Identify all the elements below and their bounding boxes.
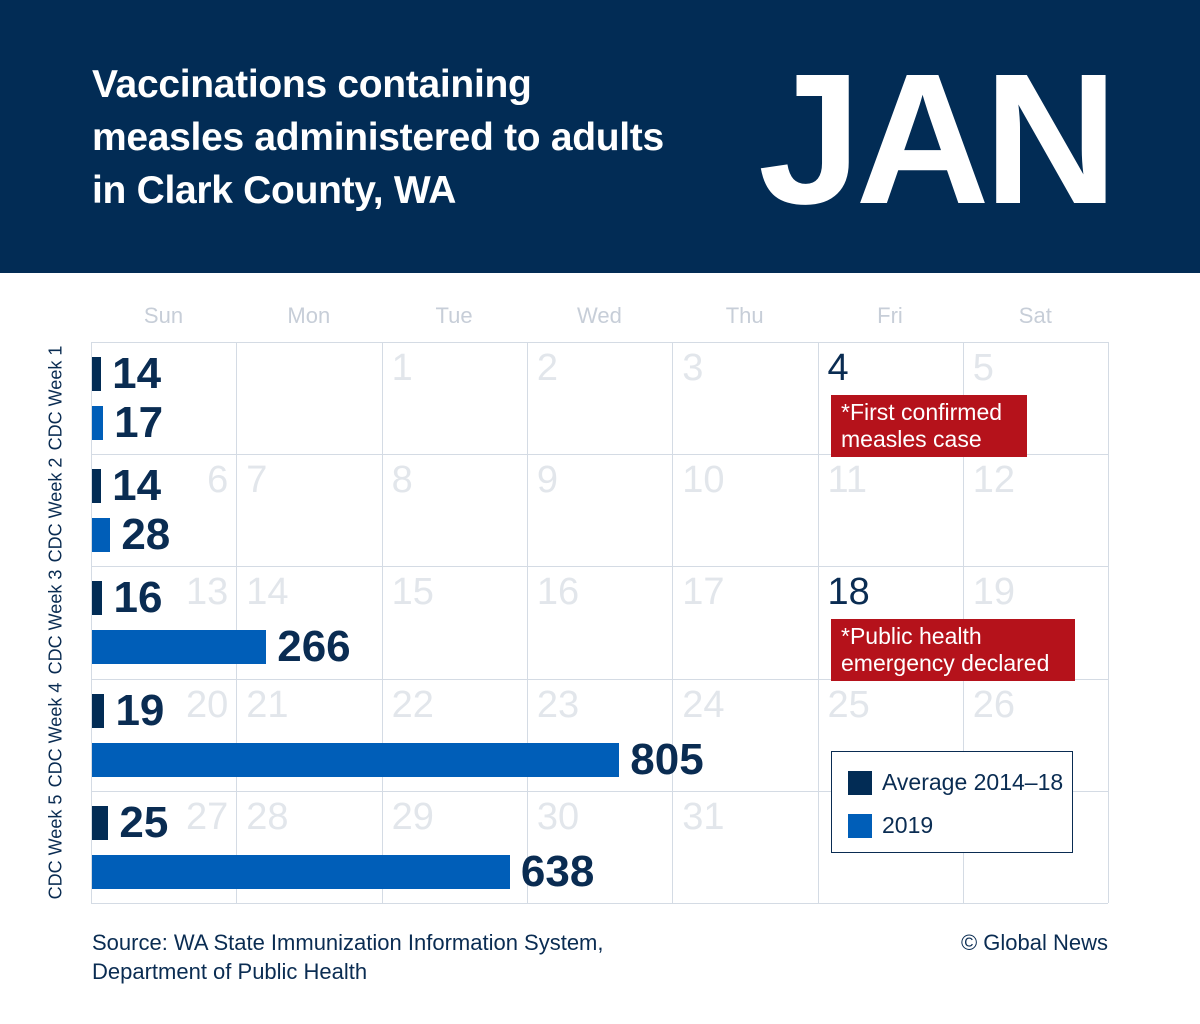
day-number: 13 — [186, 571, 229, 614]
week-label-text: CDC Week 1 — [45, 345, 66, 451]
annotation-emergency: *Public health emergency declared — [831, 619, 1075, 681]
bar-2019 — [92, 854, 510, 889]
weekday-header: Fri — [877, 303, 903, 328]
value-label-average: 19 — [115, 685, 165, 735]
value-label-average: 25 — [119, 797, 169, 847]
day-number: 9 — [536, 459, 559, 502]
week-label: CDC Week 5 — [20, 791, 90, 903]
grid-line — [91, 454, 1109, 456]
bar-2019 — [92, 742, 620, 777]
day-number: 5 — [972, 347, 994, 389]
bar-2019 — [92, 406, 104, 440]
grid-line — [381, 342, 383, 903]
grid-line — [91, 790, 1109, 792]
weekday-header: Sun — [143, 303, 184, 328]
day-number: 28 — [246, 795, 289, 838]
day-number: 24 — [682, 683, 725, 726]
legend-swatch — [848, 813, 872, 838]
day-number: 23 — [536, 683, 580, 726]
grid-line — [91, 566, 1109, 568]
legend-item-2019: 2019 — [848, 812, 933, 839]
grid-line — [91, 342, 1109, 343]
day-number: 26 — [972, 683, 1016, 726]
grid-line — [236, 342, 238, 903]
bar-2019 — [92, 630, 267, 665]
week-label: CDC Week 3 — [20, 566, 90, 678]
day-number: 2 — [536, 347, 559, 389]
grid-line — [91, 903, 1109, 904]
day-number: 14 — [246, 571, 289, 614]
day-number: 17 — [682, 571, 725, 614]
day-number: 11 — [827, 459, 867, 502]
day-number: 6 — [207, 459, 229, 502]
day-number: 3 — [682, 347, 704, 389]
value-label-2019: 17 — [114, 398, 164, 447]
value-label-2019: 266 — [277, 622, 351, 672]
day-number: 20 — [186, 683, 229, 726]
annotation-first-case: *First confirmed measles case — [831, 395, 1027, 457]
weekday-header: Tue — [435, 303, 473, 328]
grid-line — [91, 678, 1109, 680]
week-label: CDC Week 2 — [20, 454, 90, 566]
week-label-text: CDC Week 3 — [45, 570, 66, 675]
day-number: 18 — [827, 571, 870, 614]
grid-line — [526, 342, 528, 903]
week-label-text: CDC Week 2 — [45, 457, 66, 563]
day-number: 31 — [682, 795, 725, 838]
day-number: 29 — [391, 795, 434, 838]
day-number: 21 — [246, 683, 289, 726]
bar-average — [92, 693, 105, 728]
day-number: 1 — [391, 347, 413, 389]
value-label-2019: 805 — [630, 734, 704, 784]
day-number: 22 — [391, 683, 434, 726]
day-number: 27 — [186, 795, 229, 838]
weekday-header: Wed — [576, 303, 622, 328]
week-label-text: CDC Week 5 — [45, 794, 66, 900]
day-number: 10 — [682, 459, 725, 502]
day-number: 8 — [391, 459, 413, 502]
legend-item-average: Average 2014–18 — [848, 769, 1063, 796]
source-note: Source: WA State Immunization Informatio… — [92, 930, 604, 984]
grid-line — [672, 342, 674, 903]
day-number: 12 — [972, 459, 1016, 502]
chart-title: Vaccinations containing measles administ… — [92, 63, 664, 212]
month-label: JAN — [758, 36, 1118, 243]
day-number: 16 — [536, 571, 580, 614]
value-label-2019: 28 — [121, 510, 171, 560]
value-label-2019: 638 — [520, 846, 595, 896]
day-number: 25 — [827, 683, 870, 726]
day-number: 15 — [391, 571, 434, 614]
week-label: CDC Week 4 — [20, 679, 90, 791]
legend: Average 2014–18 2019 — [831, 751, 1073, 853]
credit: © Global News — [960, 930, 1108, 955]
day-number: 4 — [827, 347, 849, 389]
legend-swatch — [848, 770, 872, 795]
grid-line — [817, 342, 819, 903]
weekday-header: Mon — [287, 303, 331, 328]
value-label-average: 14 — [112, 461, 162, 511]
week-label: CDC Week 1 — [20, 342, 90, 454]
bar-average — [92, 805, 109, 840]
value-label-average: 14 — [112, 349, 162, 398]
day-number: 19 — [972, 571, 1016, 614]
legend-label: Average 2014–18 — [882, 769, 1064, 795]
day-number: 30 — [536, 795, 580, 838]
legend-label: 2019 — [882, 812, 934, 838]
weekday-header: Thu — [725, 303, 764, 328]
value-label-average: 16 — [113, 573, 163, 623]
grid-line — [1108, 342, 1110, 903]
weekday-header: Sat — [1018, 303, 1052, 328]
week-label-text: CDC Week 4 — [45, 682, 66, 787]
header: Vaccinations containing measles administ… — [0, 0, 1200, 273]
bar-average — [92, 357, 102, 391]
bar-2019 — [92, 518, 111, 553]
bar-average — [92, 581, 103, 616]
grid-line — [91, 342, 92, 903]
bar-average — [92, 469, 102, 504]
day-number: 7 — [246, 459, 268, 502]
